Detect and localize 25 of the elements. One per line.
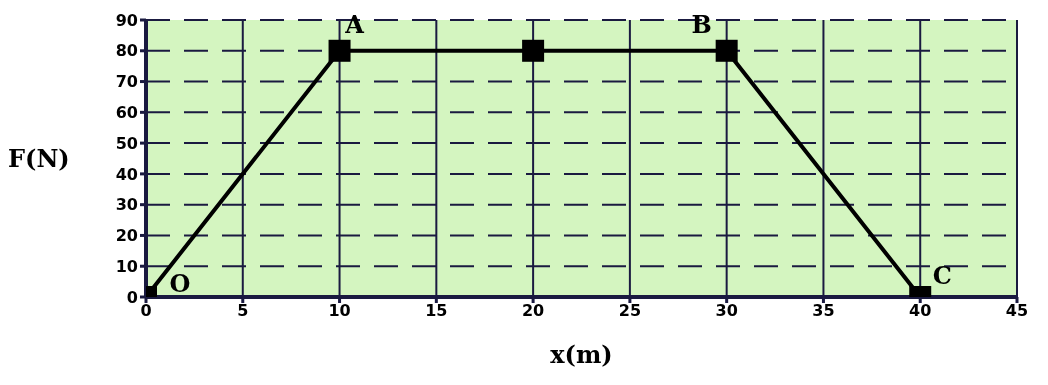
x-tick-label: 40: [909, 301, 932, 321]
x-tick-label: 30: [715, 301, 738, 321]
x-tick-label: 25: [618, 301, 642, 321]
annotation: C: [932, 260, 952, 290]
y-axis-title: F(N): [8, 144, 70, 174]
annotation: B: [691, 10, 712, 40]
y-tick-label: 20: [115, 226, 138, 246]
x-tick-label: 5: [237, 301, 249, 321]
annotation: O: [169, 268, 191, 298]
y-tick-label: 60: [115, 103, 138, 123]
y-tick-label: 10: [115, 256, 138, 276]
y-tick-label: 70: [115, 72, 138, 92]
x-tick-label: 10: [328, 301, 351, 321]
y-tick-label: 90: [115, 10, 138, 30]
x-tick-label: 15: [425, 301, 448, 321]
y-tick-label: 80: [115, 41, 138, 61]
x-tick-label: 20: [521, 301, 545, 321]
x-axis-title: x(m): [550, 340, 613, 369]
y-tick-label: 0: [126, 287, 138, 307]
y-tick-label: 30: [115, 195, 138, 215]
x-tick-label: 45: [1005, 301, 1029, 321]
x-tick-label: 35: [812, 301, 835, 321]
y-tick-label: 50: [115, 133, 138, 153]
y-tick-label: 40: [115, 164, 138, 184]
x-tick-label: 0: [140, 301, 152, 321]
